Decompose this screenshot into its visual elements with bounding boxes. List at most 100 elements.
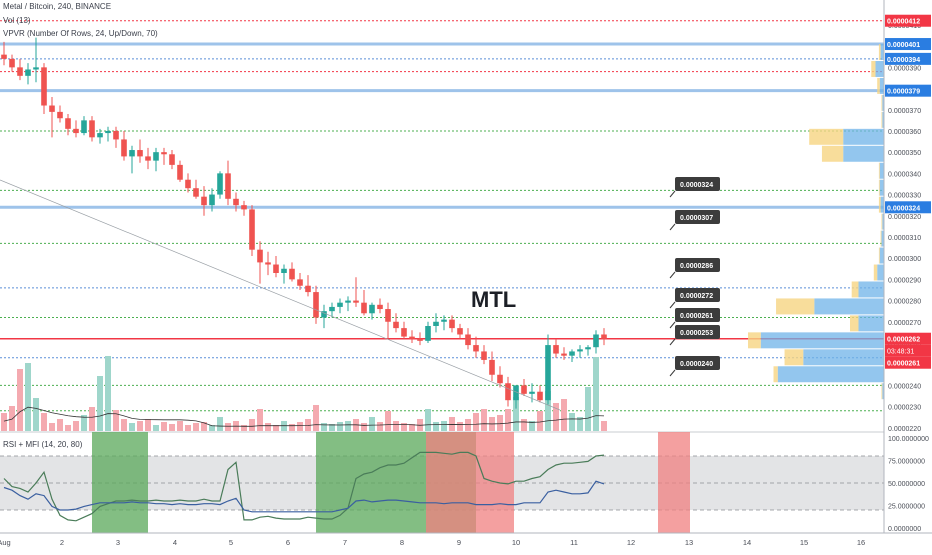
volume-bar [129,423,135,431]
x-tick-label: 7 [343,538,347,547]
vpvr-legend[interactable]: VPVR (Number Of Rows, 24, Up/Down, 70) [3,29,158,38]
price-note-pointer [669,338,676,346]
volume-bar [449,417,455,431]
volume-bar [601,421,607,431]
candle-body [153,152,159,161]
y-tick-label: 0.0000290 [888,277,921,284]
candle-body [321,311,327,318]
candle-body [473,345,479,352]
volume-bar [81,415,87,431]
y-tick-label: 0.0000360 [888,129,921,136]
candle-body [249,209,255,250]
candle-body [545,345,551,401]
price-note-box [675,356,720,370]
volume-bar [217,417,223,431]
candle-body [489,359,495,375]
axis-price-tag-label: 0.0000412 [887,19,920,26]
price-note-box [675,210,720,224]
volume-bar [393,421,399,431]
x-tick-label: 3 [116,538,120,547]
vpvr-down-bar [871,61,876,77]
volume-bar [329,424,335,431]
candle-body [457,328,463,335]
candle-body [9,58,15,68]
volume-legend[interactable]: Vol (13) [3,16,31,25]
candle-body [1,54,7,59]
axis-price-tag-label: 0.0000401 [887,42,920,49]
price-note-pointer [669,271,676,279]
volume-bar [9,406,15,431]
annotation-text: MTL [471,287,516,312]
candle-body [49,105,55,112]
overbought-zone [658,432,690,533]
volume-bar [529,421,535,431]
volume-bar [65,425,71,431]
vpvr-up-bar [881,230,884,247]
candle-body [129,150,135,157]
vpvr-up-bar [777,366,884,383]
y-tick-label: 0.0000330 [888,193,921,200]
candle-body [137,150,143,157]
countdown-tag [885,344,931,357]
volume-bar [241,425,247,431]
candle-body [385,309,391,322]
candle-body [601,334,607,339]
vpvr-down-bar [881,111,883,128]
price-note-label: 0.0000240 [680,361,713,368]
volume-bar [313,405,319,431]
candle-body [225,173,231,199]
volume-bar [337,422,343,431]
volume-bar [97,376,103,431]
y-tick-label: 0.0000370 [888,108,921,115]
axis-price-tag-label: 0.0000262 [887,337,920,344]
volume-bar [385,411,391,431]
vpvr-down-bar [809,128,844,145]
price-note-label: 0.0000324 [680,182,713,189]
symbol-legend[interactable]: Metal / Bitcoin, 240, BINANCE [3,2,112,11]
volume-bar [433,422,439,431]
candle-body [73,128,79,134]
axis-price-tag [885,14,931,27]
volume-bar [545,391,551,431]
volume-bar [289,424,295,431]
y-tick-label: 0.0000350 [888,150,921,157]
series-line-rsi [3,451,605,522]
volume-bar [345,421,351,431]
vpvr-down-bar [878,179,880,196]
vpvr-up-bar [875,61,884,77]
volume-bar [169,424,175,431]
volume-bar [585,387,591,431]
candle-body [329,306,335,312]
volume-bar [441,421,447,431]
candle-body [193,188,199,197]
y-tick-label: 0.0000300 [888,256,921,263]
vpvr-down-bar [877,77,880,94]
x-tick-label: 10 [512,538,520,547]
vpvr-down-bar [873,264,878,281]
candle-body [89,120,95,138]
rsi-legend[interactable]: RSI + MFI (14, 20, 80) [3,440,83,449]
price-note-label: 0.0000307 [680,215,713,222]
price-note-pointer [669,369,676,377]
price-note-box [675,308,720,322]
price-note-label: 0.0000253 [680,330,713,337]
volume-bar [25,363,31,431]
candle-body [409,336,415,339]
candle-body [577,349,583,352]
vpvr-up-bar [843,145,884,162]
vpvr-down-bar [880,230,882,247]
volume-bar [401,423,407,431]
volume-bar [505,409,511,431]
volume-bar [457,422,463,431]
volume-bar [145,419,151,431]
price-note-box [675,177,720,191]
volume-bar [185,425,191,431]
volume-bar [161,422,167,431]
vpvr-down-bar [878,247,880,264]
candle-body [121,139,127,157]
current-price-label: 0.0000261 [887,361,920,368]
x-tick-label: 16 [857,538,865,547]
volume-bar [593,357,599,431]
